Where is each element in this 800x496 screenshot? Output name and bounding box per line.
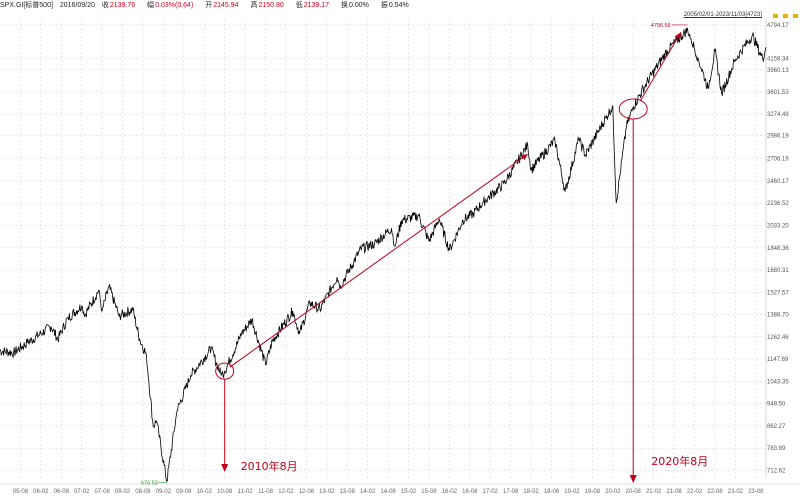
y-tick-label: 4794.17: [767, 23, 789, 29]
x-tick-label: 23-08: [748, 489, 764, 495]
field-change: 幅0.03%(0.64): [147, 2, 198, 9]
x-tick-label: 11-02: [238, 489, 254, 495]
field-amplitude-label: 振: [380, 2, 388, 9]
annotation-label-2010: 2010年8月: [241, 459, 298, 473]
x-tick-label: 16-02: [442, 489, 458, 495]
x-tick-label: 22-08: [707, 489, 723, 495]
y-tick-label: 2706.19: [767, 157, 789, 163]
x-tick-label: 11-08: [258, 489, 274, 495]
x-tick-label: 20-08: [626, 489, 642, 495]
y-tick-label: 2986.19: [767, 134, 789, 140]
x-tick-label: 07-02: [74, 489, 90, 495]
x-tick-label: 17-02: [483, 489, 499, 495]
x-tick-label: 17-08: [503, 489, 519, 495]
x-tick-label: 21-08: [666, 489, 682, 495]
x-tick-label: 07-08: [94, 489, 110, 495]
max-value-label: 4796.56: [651, 23, 671, 29]
trend-arrowhead-2010: [520, 154, 528, 161]
field-high-value: 2150.80: [258, 2, 284, 9]
x-tick-label: 10-08: [217, 489, 233, 495]
x-tick-label: 09-08: [176, 489, 192, 495]
y-tick-label: 1043.35: [767, 379, 789, 385]
y-tick-label: 783.89: [767, 446, 786, 452]
date-label: 2016/09/20: [59, 2, 95, 9]
toolbar-lock-icon: [793, 14, 798, 18]
field-low: 低2139.17: [296, 2, 334, 9]
field-change-value: 0.03%(0.64): [155, 2, 194, 9]
field-close-label: 收: [101, 2, 109, 9]
min-value-label: 676.53: [141, 481, 158, 487]
price-series-line: [0, 27, 767, 483]
x-tick-label: 08-02: [115, 489, 131, 495]
symbol-label[interactable]: SPX.GI[标普500]: [0, 2, 53, 9]
x-tick-label: 10-02: [197, 489, 213, 495]
x-tick-label: 06-02: [33, 489, 49, 495]
field-turnover: 换0.00%: [341, 2, 374, 9]
x-tick-label: 12-02: [278, 489, 294, 495]
arrowhead-2010: [221, 464, 229, 472]
x-tick-label: 18-02: [523, 489, 539, 495]
x-tick-label: 22-02: [687, 489, 703, 495]
x-tick-label: 20-02: [605, 489, 621, 495]
x-tick-label: 14-02: [360, 489, 376, 495]
toolbar-lock-icon: [773, 14, 778, 18]
field-change-label: 幅: [147, 2, 155, 9]
y-tick-label: 1388.70: [767, 313, 789, 319]
field-amplitude: 振0.54%: [381, 2, 414, 9]
field-close-value: 2139.76: [109, 2, 136, 9]
field-close: 收2139.76: [102, 2, 140, 9]
x-tick-label: 08-08: [135, 489, 151, 495]
x-tick-label: 13-02: [319, 489, 335, 495]
y-tick-label: 1147.69: [767, 357, 789, 363]
y-tick-label: 1680.31: [767, 268, 789, 274]
x-tick-label: 09-02: [156, 489, 172, 495]
field-turnover-label: 换: [341, 2, 349, 9]
field-open: 开2145.94: [205, 2, 243, 9]
field-open-label: 开: [205, 2, 213, 9]
x-tick-label: 12-08: [299, 489, 315, 495]
trend-line-2020: [639, 31, 682, 102]
trend-arrowhead-2020: [674, 32, 681, 40]
x-tick-label: 05-08: [13, 489, 29, 495]
y-tick-label: 2033.20: [767, 224, 789, 230]
y-tick-label: 3274.48: [767, 112, 789, 118]
x-tick-label: 19-02: [564, 489, 580, 495]
y-tick-label: 948.50: [767, 402, 786, 408]
y-tick-label: 4158.34: [767, 56, 789, 62]
x-tick-label: 15-02: [401, 489, 417, 495]
field-low-label: 低: [295, 2, 303, 9]
y-tick-label: 3960.13: [767, 68, 789, 74]
annotation-label-2020: 2020年8月: [651, 454, 708, 468]
field-high: 高2150.80: [251, 2, 289, 9]
arrowhead-2020: [629, 475, 637, 483]
y-tick-label: 1527.57: [767, 290, 789, 296]
field-amplitude-value: 0.54%: [388, 2, 409, 9]
y-tick-label: 1848.36: [767, 246, 789, 252]
x-tick-label: 06-08: [54, 489, 70, 495]
x-tick-label: 18-08: [544, 489, 560, 495]
x-tick-label: 16-08: [462, 489, 478, 495]
toolbar-lock-icon: [783, 14, 788, 18]
x-tick-label: 19-08: [585, 489, 601, 495]
y-tick-label: 862.27: [767, 424, 786, 430]
y-tick-label: 712.62: [767, 468, 786, 474]
field-high-label: 高: [250, 2, 258, 9]
field-turnover-value: 0.00%: [349, 2, 369, 9]
field-low-value: 2139.17: [303, 2, 330, 9]
trend-line-2010: [229, 153, 528, 368]
y-tick-label: 2236.52: [767, 201, 789, 207]
x-tick-label: 14-08: [380, 489, 396, 495]
quote-header: SPX.GI[标普500] 2016/09/20 收2139.76 幅0.03%…: [0, 0, 800, 12]
x-tick-label: 13-08: [340, 489, 356, 495]
x-tick-label: 23-02: [728, 489, 744, 495]
date-range-link[interactable]: 2005/02/01-2023/11/03[4723]: [683, 12, 762, 18]
y-tick-label: 3601.53: [767, 90, 789, 96]
y-tick-label: 1262.46: [767, 335, 789, 341]
field-open-value: 2145.94: [213, 2, 239, 9]
x-tick-label: 15-08: [421, 489, 437, 495]
y-tick-label: 2460.17: [767, 179, 789, 185]
x-tick-label: 21-02: [646, 489, 662, 495]
